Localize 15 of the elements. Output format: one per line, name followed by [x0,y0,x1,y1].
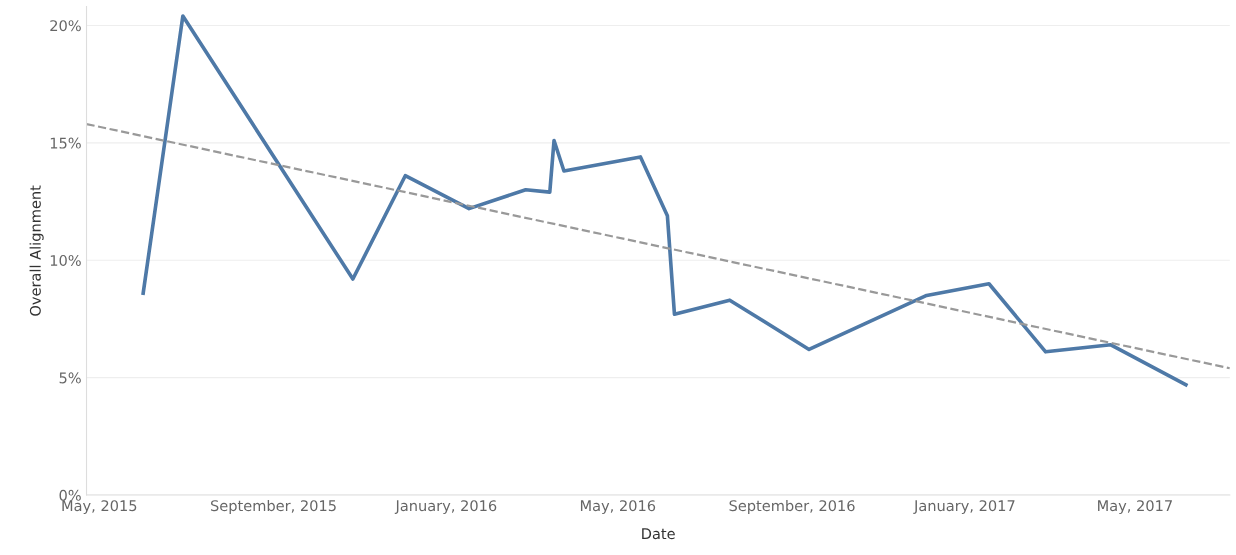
x-tick-label: September, 2016 [729,499,855,515]
y-tick-label: 15% [50,137,81,149]
y-tick-label: 0% [59,489,81,501]
y-tick-label: 20% [50,20,81,32]
x-tick-label: September, 2015 [210,499,336,515]
y-axis-title: Overall Alignment [29,185,44,316]
x-tick-label: May, 2017 [1098,500,1172,515]
x-tick-label: May, 2015 [62,500,137,515]
y-tick-label: 10% [50,254,81,266]
y-tick-label: 5% [59,372,81,384]
x-tick-label: May, 2016 [580,500,656,515]
x-tick-label: January, 2017 [913,500,1015,515]
line-series [141,14,1188,387]
x-tick-label: January, 2016 [394,500,497,515]
x-axis-title: Date [642,528,675,540]
